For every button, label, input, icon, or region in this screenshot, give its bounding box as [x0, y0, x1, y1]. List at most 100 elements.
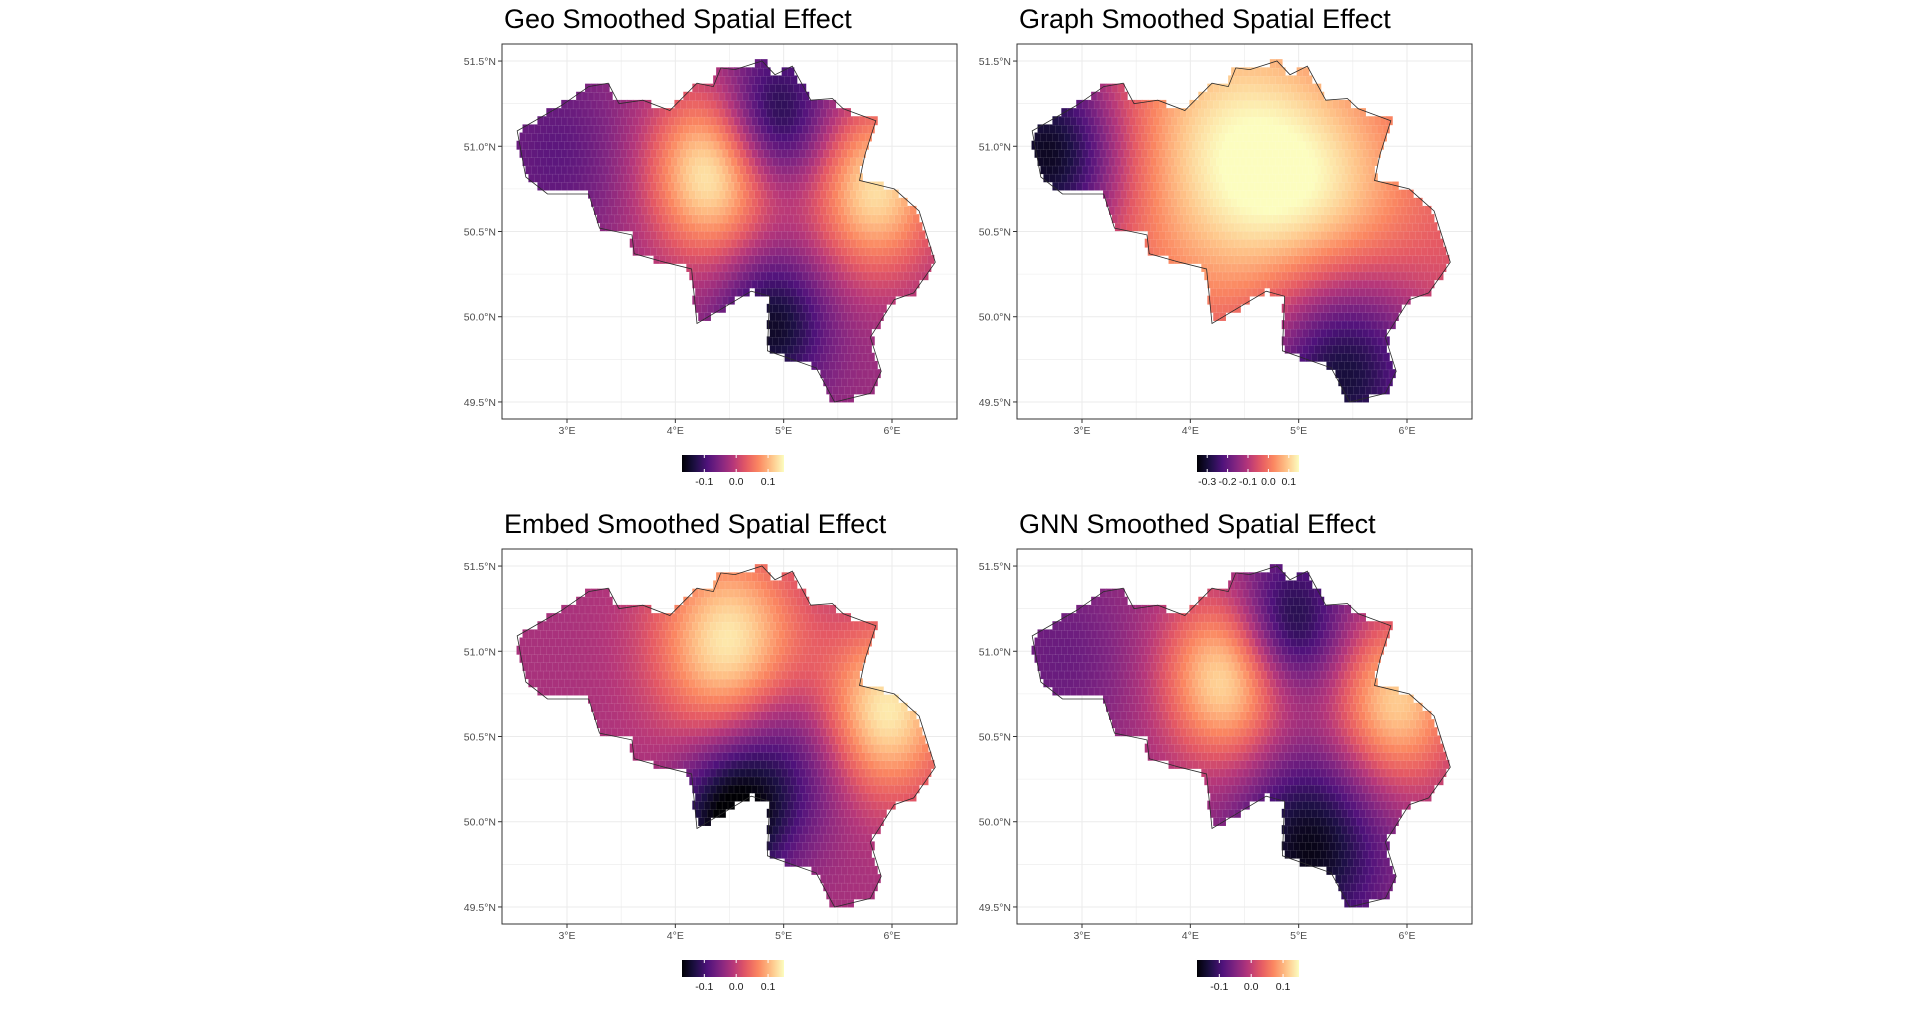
heat-cell [623, 661, 631, 672]
heat-cell [668, 637, 676, 647]
heat-cell [829, 718, 837, 729]
heat-cell [695, 91, 703, 101]
heat-cell [698, 718, 706, 729]
heat-cell [1171, 197, 1179, 207]
heat-cell [1326, 197, 1334, 207]
heat-cell [1272, 116, 1280, 126]
heat-cell [870, 702, 878, 712]
heat-cell [852, 311, 861, 322]
heat-cell [772, 612, 780, 623]
heat-cell [644, 230, 652, 240]
heat-cell [1239, 222, 1247, 232]
heat-cell [841, 621, 849, 631]
heat-cell [602, 164, 610, 175]
heat-cell [602, 702, 610, 712]
heat-cell [709, 262, 718, 273]
heat-cell [742, 189, 750, 199]
heat-cell [638, 148, 646, 158]
heat-cell [1367, 246, 1376, 256]
heat-cell [587, 124, 595, 134]
heat-cell [787, 604, 795, 615]
legend-tick-label: 0.0 [729, 981, 744, 993]
heat-cell [543, 164, 551, 175]
heat-cell [841, 833, 849, 843]
heat-cell [686, 246, 694, 256]
heat-cell [695, 156, 703, 167]
heat-cell [787, 262, 795, 273]
heat-cell [1311, 254, 1319, 265]
heat-cell [787, 800, 795, 810]
heat-cell [742, 645, 750, 655]
heat-cell [653, 189, 661, 199]
heat-cell [572, 132, 581, 142]
heat-cell [1174, 222, 1182, 232]
heat-cell [852, 621, 861, 631]
heat-cell [897, 287, 905, 297]
heat-cell [787, 99, 795, 110]
heat-cell [1317, 352, 1325, 362]
legend-tick-label: 0.1 [761, 476, 776, 488]
heat-cell [1424, 287, 1432, 297]
y-tick-label: 50.5°N [979, 732, 1011, 744]
heat-cell [873, 727, 881, 737]
heat-cell [772, 140, 780, 150]
heat-cell [1287, 238, 1295, 248]
heat-cell [1356, 262, 1364, 273]
heat-cell [742, 124, 750, 134]
heat-cell [796, 857, 804, 867]
heat-cell [829, 279, 837, 289]
heat-cell [525, 637, 533, 647]
heat-cell [1254, 99, 1262, 110]
heat-cell [543, 637, 551, 647]
heat-cell [1227, 156, 1236, 167]
heat-cell [1174, 173, 1182, 183]
heat-cell [1245, 75, 1253, 85]
heat-cell [1356, 784, 1364, 794]
heat-cell [659, 710, 667, 721]
heat-cell [852, 882, 861, 892]
heat-cell [838, 254, 846, 265]
heat-cell [811, 99, 819, 110]
heat-cell [1189, 116, 1197, 126]
heat-cell [796, 189, 804, 199]
heat-cell [1311, 189, 1319, 199]
heat-cell [1257, 205, 1265, 216]
heat-cell [698, 116, 706, 126]
heat-cell [1272, 99, 1280, 110]
heat-cell [1385, 865, 1393, 876]
heat-cell [1296, 784, 1304, 794]
heat-cell [814, 205, 822, 216]
heat-cell [799, 767, 807, 778]
heat-cell [727, 246, 735, 256]
heat-cell [784, 629, 792, 639]
heat-cell [1341, 271, 1349, 281]
heat-cell [611, 222, 619, 232]
heat-cell [799, 230, 807, 240]
heat-cell [796, 824, 804, 835]
heat-cell [671, 173, 679, 183]
heat-cell [739, 246, 747, 256]
heat-cell [1397, 295, 1405, 305]
heat-cell [1296, 230, 1304, 240]
heat-cell [674, 621, 682, 631]
heat-cell [724, 91, 732, 101]
heat-cell [1213, 181, 1221, 191]
heat-cell [1427, 246, 1435, 256]
heat-cell [844, 156, 852, 167]
x-tick-label: 3°E [1073, 930, 1090, 942]
legend-tick-label: -0.3 [1198, 476, 1216, 488]
heat-cell [900, 279, 908, 289]
heat-cell [724, 189, 732, 199]
heat-cell [1338, 800, 1346, 810]
heat-cell [852, 800, 861, 810]
heat-cell [1210, 107, 1218, 118]
heat-cell [739, 767, 747, 778]
heat-cell [873, 319, 881, 330]
heat-cell [629, 727, 637, 737]
heat-cell [1317, 205, 1325, 216]
heat-cell [715, 669, 724, 680]
heat-cell [838, 156, 846, 167]
heat-cell [918, 230, 926, 240]
heat-cell [1344, 344, 1352, 354]
heat-cell [709, 588, 718, 598]
